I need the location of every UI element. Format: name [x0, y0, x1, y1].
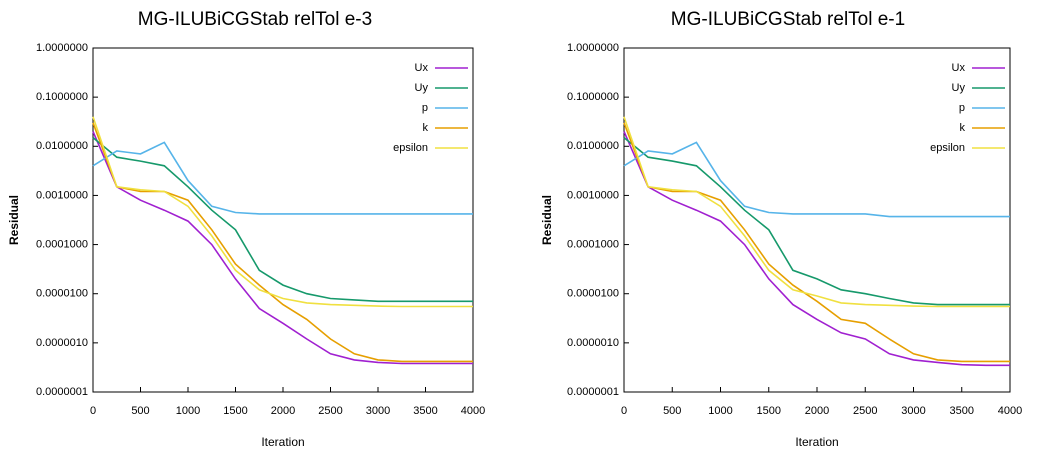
y-tick-label: 0.0010000	[36, 189, 88, 201]
plot-frame	[92, 47, 474, 393]
plot-frame	[623, 47, 1011, 393]
y-tick-label: 1.0000000	[567, 42, 619, 54]
x-tick-label: 3000	[366, 405, 390, 417]
x-tick-label: 1000	[708, 405, 732, 417]
legend-label: epsilon	[393, 142, 428, 154]
y-tick-label: 0.0001000	[36, 238, 88, 250]
x-axis-label: Iteration	[795, 435, 838, 449]
x-tick-label: 3500	[413, 405, 437, 417]
x-tick-label: 4000	[461, 405, 485, 417]
y-tick-label: 0.0000001	[567, 386, 619, 398]
legend-label: Ux	[415, 62, 429, 74]
legend-label: Uy	[415, 82, 429, 94]
series-line	[92, 122, 473, 363]
y-tick-label: 0.0010000	[567, 189, 619, 201]
legend-label: p	[959, 102, 965, 114]
x-tick-label: 0	[621, 405, 627, 417]
x-axis-label: Iteration	[261, 435, 304, 449]
x-tick-label: 1500	[223, 405, 247, 417]
legend-label: p	[422, 102, 428, 114]
legend-label: epsilon	[930, 142, 965, 154]
x-tick-label: 1500	[757, 405, 781, 417]
y-tick-label: 0.1000000	[36, 91, 88, 103]
series-line	[623, 141, 1010, 218]
y-tick-label: 0.0100000	[36, 140, 88, 152]
x-tick-label: 500	[131, 405, 149, 417]
series-line	[623, 116, 1010, 308]
x-tick-label: 0	[90, 405, 96, 417]
y-tick-label: 0.0000010	[567, 337, 619, 349]
x-tick-label: 500	[663, 405, 681, 417]
y-axis-label: Residual	[540, 195, 554, 245]
x-tick-label: 1000	[176, 405, 200, 417]
legend-label: k	[960, 122, 966, 134]
y-tick-label: 1.0000000	[36, 42, 88, 54]
series-line	[623, 122, 1010, 363]
y-axis-label: Residual	[7, 195, 21, 245]
y-tick-label: 0.0100000	[567, 140, 619, 152]
series-line	[92, 141, 473, 215]
series-line	[92, 131, 473, 365]
legend-label: k	[423, 122, 429, 134]
y-tick-label: 0.0000100	[567, 288, 619, 300]
y-tick-label: 0.0000010	[36, 337, 88, 349]
chart-title: MG-ILUBiCGStab relTol e-1	[671, 9, 905, 30]
series-line	[623, 136, 1010, 306]
x-tick-label: 2000	[805, 405, 829, 417]
y-tick-label: 0.1000000	[567, 91, 619, 103]
series-line	[623, 131, 1010, 367]
y-tick-label: 0.0000100	[36, 288, 88, 300]
legend-label: Uy	[952, 82, 966, 94]
legend-label: Ux	[952, 62, 966, 74]
y-tick-label: 0.0000001	[36, 386, 88, 398]
y-tick-label: 0.0001000	[567, 238, 619, 250]
x-tick-label: 3500	[950, 405, 974, 417]
x-tick-label: 3000	[901, 405, 925, 417]
chart-title: MG-ILUBiCGStab relTol e-3	[138, 9, 372, 30]
series-line	[92, 116, 473, 308]
x-tick-label: 2000	[271, 405, 295, 417]
x-tick-label: 2500	[318, 405, 342, 417]
x-tick-label: 2500	[853, 405, 877, 417]
series-line	[92, 136, 473, 303]
x-tick-label: 4000	[998, 405, 1022, 417]
